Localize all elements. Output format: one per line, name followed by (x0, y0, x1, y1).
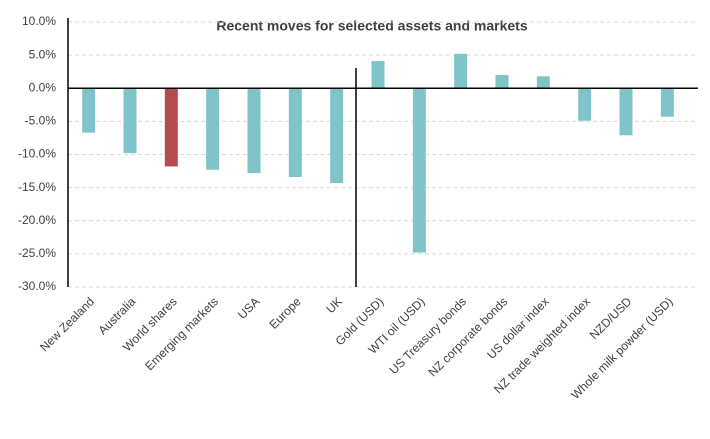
bar (123, 88, 137, 154)
bar (619, 88, 633, 136)
bar (206, 88, 220, 170)
bar (164, 88, 178, 167)
y-tick-label: -5.0% (25, 114, 57, 128)
y-tick-label: 5.0% (29, 47, 57, 61)
y-tick-label: 10.0% (22, 14, 56, 28)
x-tick-label: NZ corporate bonds (425, 294, 510, 379)
x-tick-label: New Zealand (37, 294, 97, 354)
bar (412, 88, 426, 253)
chart-title: Recent moves for selected assets and mar… (216, 18, 527, 34)
y-tick-label: 0.0% (29, 80, 57, 94)
bar (247, 88, 261, 174)
bar (660, 88, 674, 117)
x-tick-label: US Treasury bonds (386, 294, 469, 377)
y-tick-label: -30.0% (18, 279, 56, 293)
y-tick-label: -10.0% (18, 147, 56, 161)
bar (371, 61, 385, 89)
x-tick-label: Europe (266, 294, 303, 331)
y-tick-label: -15.0% (18, 180, 56, 194)
bar (536, 76, 550, 89)
x-tick-label: USA (235, 294, 262, 321)
bar (578, 88, 592, 121)
bar (330, 88, 344, 183)
bar (82, 88, 96, 133)
bar (495, 75, 509, 89)
x-tick-label: UK (323, 294, 345, 316)
bar (288, 88, 302, 178)
x-tick-label: Emerging markets (142, 294, 221, 373)
y-tick-label: -20.0% (18, 213, 56, 227)
y-tick-label: -25.0% (18, 246, 56, 260)
bar (454, 53, 468, 89)
